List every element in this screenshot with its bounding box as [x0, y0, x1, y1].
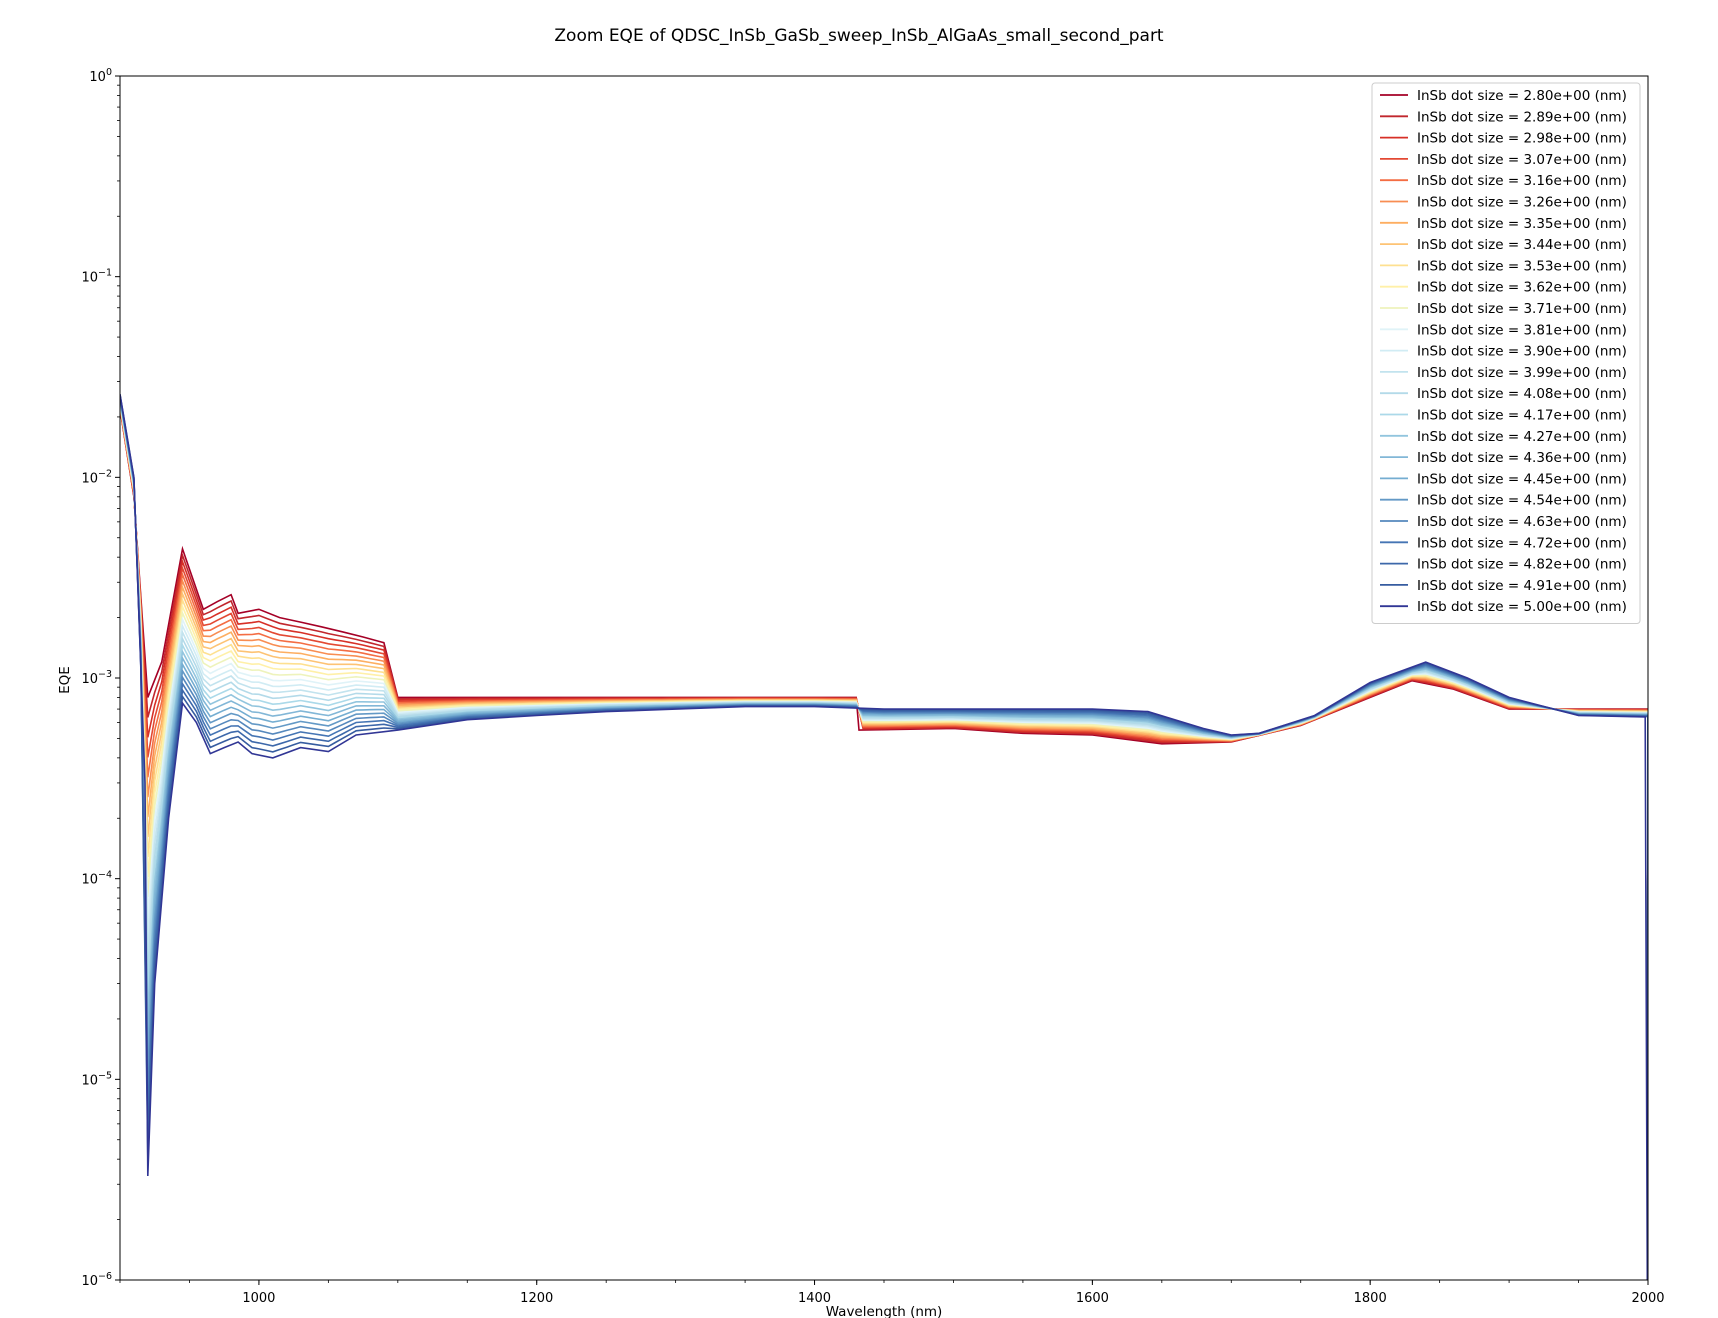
legend-entry: InSb dot size = 3.44e+00 (nm) [1417, 237, 1627, 253]
legend-entry: InSb dot size = 3.16e+00 (nm) [1417, 173, 1627, 189]
legend-entry: InSb dot size = 4.82e+00 (nm) [1417, 557, 1627, 573]
y-tick-label: 10−2 [81, 468, 112, 486]
legend-entry: InSb dot size = 5.00e+00 (nm) [1417, 599, 1627, 615]
legend-entry: InSb dot size = 4.17e+00 (nm) [1417, 408, 1627, 424]
y-axis-label: EQE [57, 666, 73, 694]
legend-entry: InSb dot size = 3.07e+00 (nm) [1417, 152, 1627, 168]
legend-entry: InSb dot size = 2.89e+00 (nm) [1417, 109, 1627, 125]
legend-entry: InSb dot size = 4.36e+00 (nm) [1417, 450, 1627, 466]
x-tick-label: 1000 [242, 1291, 275, 1306]
series-line [120, 393, 1648, 1280]
legend-entry: InSb dot size = 3.35e+00 (nm) [1417, 216, 1627, 232]
legend-entry: InSb dot size = 3.81e+00 (nm) [1417, 322, 1627, 338]
legend-entry: InSb dot size = 3.71e+00 (nm) [1417, 301, 1627, 317]
legend-entry: InSb dot size = 4.63e+00 (nm) [1417, 514, 1627, 530]
legend: InSb dot size = 2.80e+00 (nm) InSb dot si… [1371, 82, 1641, 624]
x-axis-label: Wavelength (nm) [826, 1304, 943, 1318]
legend-entry: InSb dot size = 3.90e+00 (nm) [1417, 344, 1627, 360]
legend-entry: InSb dot size = 3.62e+00 (nm) [1417, 280, 1627, 296]
legend-entry: InSb dot size = 4.45e+00 (nm) [1417, 471, 1627, 487]
y-tick-label: 10−6 [81, 1271, 112, 1289]
x-tick-label: 1400 [798, 1291, 831, 1306]
legend-entry: InSb dot size = 4.54e+00 (nm) [1417, 493, 1627, 509]
x-tick-label: 1200 [520, 1291, 553, 1306]
y-tick-label: 100 [89, 67, 112, 85]
legend-box [1371, 82, 1641, 624]
y-tick-label: 10−5 [81, 1070, 112, 1088]
y-tick-label: 10−4 [81, 870, 112, 888]
legend-entry: InSb dot size = 4.91e+00 (nm) [1417, 578, 1627, 594]
legend-entry: InSb dot size = 4.27e+00 (nm) [1417, 429, 1627, 445]
legend-entry: InSb dot size = 2.80e+00 (nm) [1417, 88, 1627, 104]
legend-entry: InSb dot size = 2.98e+00 (nm) [1417, 131, 1627, 147]
chart-title: Zoom EQE of QDSC_InSb_GaSb_sweep_InSb_Al… [554, 26, 1164, 46]
x-tick-label: 1800 [1354, 1291, 1387, 1306]
series-layer [120, 393, 1648, 1280]
y-tick-label: 10−3 [81, 669, 112, 687]
y-tick-label: 10−1 [81, 268, 112, 286]
plot-area [119, 75, 1649, 1281]
x-axis: 1000 1200 1400 1600 1800 2000 [119, 1280, 1665, 1306]
legend-entry: InSb dot size = 4.72e+00 (nm) [1417, 535, 1627, 551]
legend-entry: InSb dot size = 3.99e+00 (nm) [1417, 365, 1627, 381]
x-tick-label: 1600 [1076, 1291, 1109, 1306]
legend-entry: InSb dot size = 4.08e+00 (nm) [1417, 386, 1627, 402]
legend-entry: InSb dot size = 3.26e+00 (nm) [1417, 195, 1627, 211]
x-tick-label: 2000 [1631, 1291, 1664, 1306]
legend-entry: InSb dot size = 3.53e+00 (nm) [1417, 258, 1627, 274]
y-axis: 10−6 10−5 10−4 10−3 10−2 10−1 100 [81, 67, 120, 1289]
